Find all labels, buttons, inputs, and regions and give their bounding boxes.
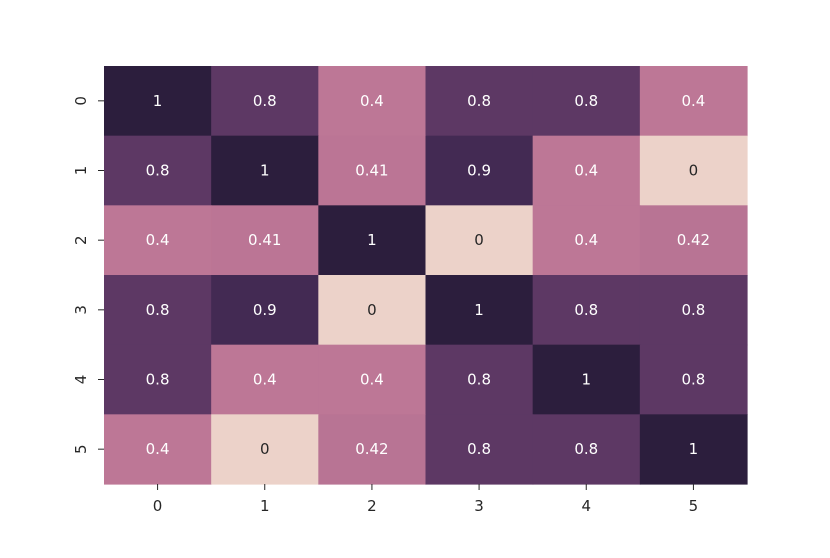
cell-value-label: 0	[260, 440, 270, 458]
cell-value-label: 0.41	[355, 162, 388, 180]
cell-value-label: 0.8	[146, 301, 170, 319]
cell-value-label: 0.8	[146, 371, 170, 389]
heatmap-cell	[639, 414, 748, 485]
heatmap-cell	[104, 414, 212, 485]
heatmap-cell	[425, 135, 534, 206]
cell-value-label: 0.8	[574, 301, 598, 319]
cell-value-label: 0.8	[467, 371, 491, 389]
cell-value-label: 0.4	[146, 440, 170, 458]
cell-value-label: 0	[474, 231, 484, 249]
heatmap-cell	[318, 414, 427, 485]
heatmap-cell	[318, 135, 427, 206]
cell-value-label: 1	[581, 371, 591, 389]
heatmap-cell	[211, 66, 319, 137]
cell-value-label: 0.8	[574, 440, 598, 458]
cell-value-label: 1	[260, 162, 270, 180]
y-tick-label: 1	[72, 166, 90, 176]
cell-value-label: 0.9	[253, 301, 277, 319]
heatmap-cell	[425, 275, 534, 346]
cell-value-label: 0.4	[146, 231, 170, 249]
heatmap-cell	[532, 275, 641, 346]
cell-value-label: 0.4	[253, 371, 277, 389]
cell-value-label: 1	[474, 301, 484, 319]
heatmap-cell	[211, 344, 319, 415]
cell-value-label: 0.4	[574, 162, 598, 180]
heatmap-cell	[104, 135, 212, 206]
heatmap-cell	[532, 66, 641, 137]
x-tick-label: 3	[474, 497, 484, 515]
heatmap-cell	[425, 344, 534, 415]
cell-value-label: 0.8	[253, 92, 277, 110]
heatmap-cell	[639, 66, 748, 137]
heatmap-cell	[211, 205, 319, 276]
cell-value-label: 0.4	[574, 231, 598, 249]
cell-value-label: 1	[153, 92, 163, 110]
heatmap-cell	[425, 414, 534, 485]
heatmap-cell	[104, 275, 212, 346]
y-tick-label: 3	[72, 305, 90, 315]
heatmap-cell	[104, 66, 212, 137]
cell-value-label: 0.8	[467, 92, 491, 110]
cell-value-label: 0.8	[574, 92, 598, 110]
heatmap-cell	[104, 205, 212, 276]
heatmap-cell	[211, 275, 319, 346]
heatmap-cell	[318, 344, 427, 415]
heatmap-cell	[318, 66, 427, 137]
cell-value-label: 0.4	[360, 371, 384, 389]
cell-value-label: 0.42	[677, 231, 710, 249]
y-tick-label: 2	[72, 235, 90, 245]
cell-value-label: 0.8	[681, 371, 705, 389]
cell-value-label: 0.9	[467, 162, 491, 180]
x-axis: 0 1 2 3 4 5	[153, 484, 698, 515]
heatmap-cell	[639, 135, 748, 206]
heatmap-cell	[318, 275, 427, 346]
heatmap-cell	[639, 344, 748, 415]
y-tick-label: 4	[72, 375, 90, 385]
cell-value-label: 0	[689, 162, 699, 180]
heatmap-cell	[104, 344, 212, 415]
cell-value-label: 0.4	[360, 92, 384, 110]
x-tick-label: 2	[367, 497, 377, 515]
heatmap-cell	[425, 205, 534, 276]
cell-value-label: 0.8	[681, 301, 705, 319]
cell-value-label: 0	[367, 301, 377, 319]
cell-value-label: 0.8	[467, 440, 491, 458]
heatmap-cell	[532, 205, 641, 276]
cell-value-label: 0.4	[681, 92, 705, 110]
heatmap-cells	[104, 66, 748, 485]
x-tick-label: 4	[581, 497, 591, 515]
heatmap-cell	[425, 66, 534, 137]
y-tick-label: 5	[72, 444, 90, 454]
heatmap-cell	[211, 135, 319, 206]
heatmap-cell	[318, 205, 427, 276]
x-tick-label: 0	[153, 497, 163, 515]
heatmap-annotations: 1 0.8 0.4 0.8 0.8 0.40.8 1 0.41 0.9 0.4 00.4 0.41 1 0…	[146, 92, 710, 458]
heatmap-cell	[532, 344, 641, 415]
heatmap-cell	[639, 205, 748, 276]
cell-value-label: 1	[689, 440, 699, 458]
heatmap-cell	[211, 414, 319, 485]
cell-value-label: 1	[367, 231, 377, 249]
cell-value-label: 0.8	[146, 162, 170, 180]
heatmap-cell	[639, 275, 748, 346]
x-tick-label: 5	[689, 497, 699, 515]
x-tick-label: 1	[260, 497, 270, 515]
cell-value-label: 0.41	[248, 231, 281, 249]
cell-value-label: 0.42	[355, 440, 388, 458]
y-axis: 0 1 2 3 4 5	[72, 96, 104, 454]
heatmap-cell	[532, 135, 641, 206]
y-tick-label: 0	[72, 96, 90, 106]
heatmap-cell	[532, 414, 641, 485]
